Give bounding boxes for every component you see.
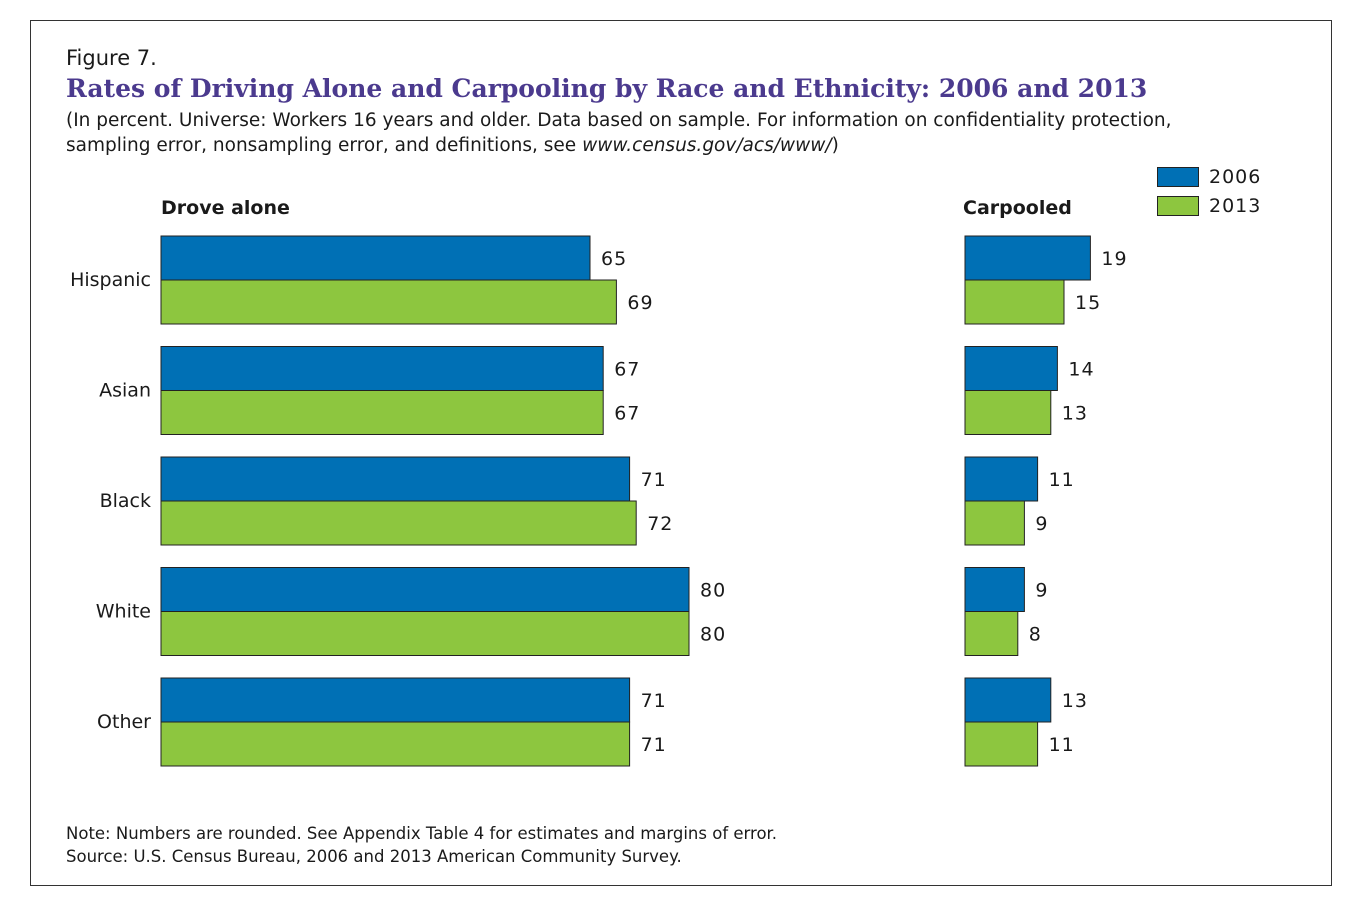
bar-drove-alone-white-2006 <box>160 567 690 612</box>
value-label-drove-alone-white-2006: 80 <box>700 580 726 602</box>
figure-label: Figure 7. <box>66 46 157 70</box>
bar-drove-alone-asian-2013 <box>160 390 604 435</box>
value-label-drove-alone-hispanic-2013: 69 <box>627 292 653 314</box>
value-label-drove-alone-hispanic-2006: 65 <box>601 248 627 270</box>
chart-subtitle: (In percent. Universe: Workers 16 years … <box>66 108 1172 158</box>
source-line: Source: U.S. Census Bureau, 2006 and 201… <box>66 847 682 866</box>
value-label-carpooled-hispanic-2006: 19 <box>1101 248 1127 270</box>
legend-swatch-2006 <box>1157 167 1199 187</box>
bar-carpooled-asian-2006 <box>964 346 1058 391</box>
chart-note: Note: Numbers are rounded. See Appendix … <box>66 822 777 868</box>
figure-frame <box>30 20 1332 886</box>
category-label-hispanic: Hispanic <box>70 269 151 291</box>
subtitle-line-2-close: ) <box>831 135 839 156</box>
bar-drove-alone-hispanic-2006 <box>160 235 591 281</box>
value-label-carpooled-hispanic-2013: 15 <box>1075 292 1101 314</box>
bar-drove-alone-black-2013 <box>160 500 637 546</box>
subtitle-line-2: sampling error, nonsampling error, and d… <box>66 133 1172 158</box>
legend-label-2006: 2006 <box>1209 166 1262 188</box>
bar-carpooled-hispanic-2013 <box>964 279 1065 325</box>
bar-carpooled-asian-2013 <box>964 390 1052 435</box>
value-label-carpooled-asian-2006: 14 <box>1068 359 1094 381</box>
bar-carpooled-white-2006 <box>964 567 1025 612</box>
value-label-carpooled-asian-2013: 13 <box>1062 403 1088 425</box>
subtitle-line-2-text: sampling error, nonsampling error, and d… <box>66 135 583 156</box>
bar-carpooled-white-2013 <box>964 611 1019 656</box>
bar-drove-alone-other-2013 <box>160 721 631 767</box>
value-label-carpooled-other-2013: 11 <box>1049 734 1075 756</box>
value-label-carpooled-black-2013: 9 <box>1035 513 1048 535</box>
panel-title-carpooled: Carpooled <box>963 197 1072 219</box>
panel-title-drove-alone: Drove alone <box>161 197 290 219</box>
category-label-other: Other <box>97 711 151 733</box>
legend-label-2013: 2013 <box>1209 195 1262 217</box>
bar-carpooled-other-2013 <box>964 721 1039 767</box>
chart-title: Rates of Driving Alone and Carpooling by… <box>66 74 1148 103</box>
value-label-carpooled-black-2006: 11 <box>1049 469 1075 491</box>
value-label-drove-alone-other-2013: 71 <box>641 734 667 756</box>
bar-carpooled-black-2013 <box>964 500 1025 546</box>
bar-carpooled-black-2006 <box>964 456 1039 502</box>
subtitle-url: www.census.gov/acs/www/ <box>582 135 832 156</box>
value-label-drove-alone-black-2006: 71 <box>641 469 667 491</box>
value-label-drove-alone-white-2013: 80 <box>700 624 726 646</box>
bar-drove-alone-hispanic-2013 <box>160 279 617 325</box>
category-label-asian: Asian <box>99 380 151 402</box>
category-label-white: White <box>96 601 151 623</box>
legend-item-2013: 2013 <box>1157 195 1261 217</box>
note-line: Note: Numbers are rounded. See Appendix … <box>66 824 778 843</box>
value-label-drove-alone-other-2006: 71 <box>641 690 667 712</box>
bar-drove-alone-asian-2006 <box>160 346 604 391</box>
bar-drove-alone-other-2006 <box>160 677 631 723</box>
legend-swatch-2013 <box>1157 196 1199 216</box>
subtitle-line-1: (In percent. Universe: Workers 16 years … <box>66 110 1172 131</box>
value-label-carpooled-white-2013: 8 <box>1029 624 1042 646</box>
bar-carpooled-other-2006 <box>964 677 1052 723</box>
bar-carpooled-hispanic-2006 <box>964 235 1091 281</box>
bar-drove-alone-white-2013 <box>160 611 690 656</box>
value-label-drove-alone-asian-2006: 67 <box>614 359 640 381</box>
category-label-black: Black <box>100 490 151 512</box>
value-label-drove-alone-asian-2013: 67 <box>614 403 640 425</box>
value-label-drove-alone-black-2013: 72 <box>647 513 673 535</box>
bar-drove-alone-black-2006 <box>160 456 631 502</box>
value-label-carpooled-white-2006: 9 <box>1035 580 1048 602</box>
value-label-carpooled-other-2006: 13 <box>1062 690 1088 712</box>
legend-item-2006: 2006 <box>1157 166 1261 188</box>
